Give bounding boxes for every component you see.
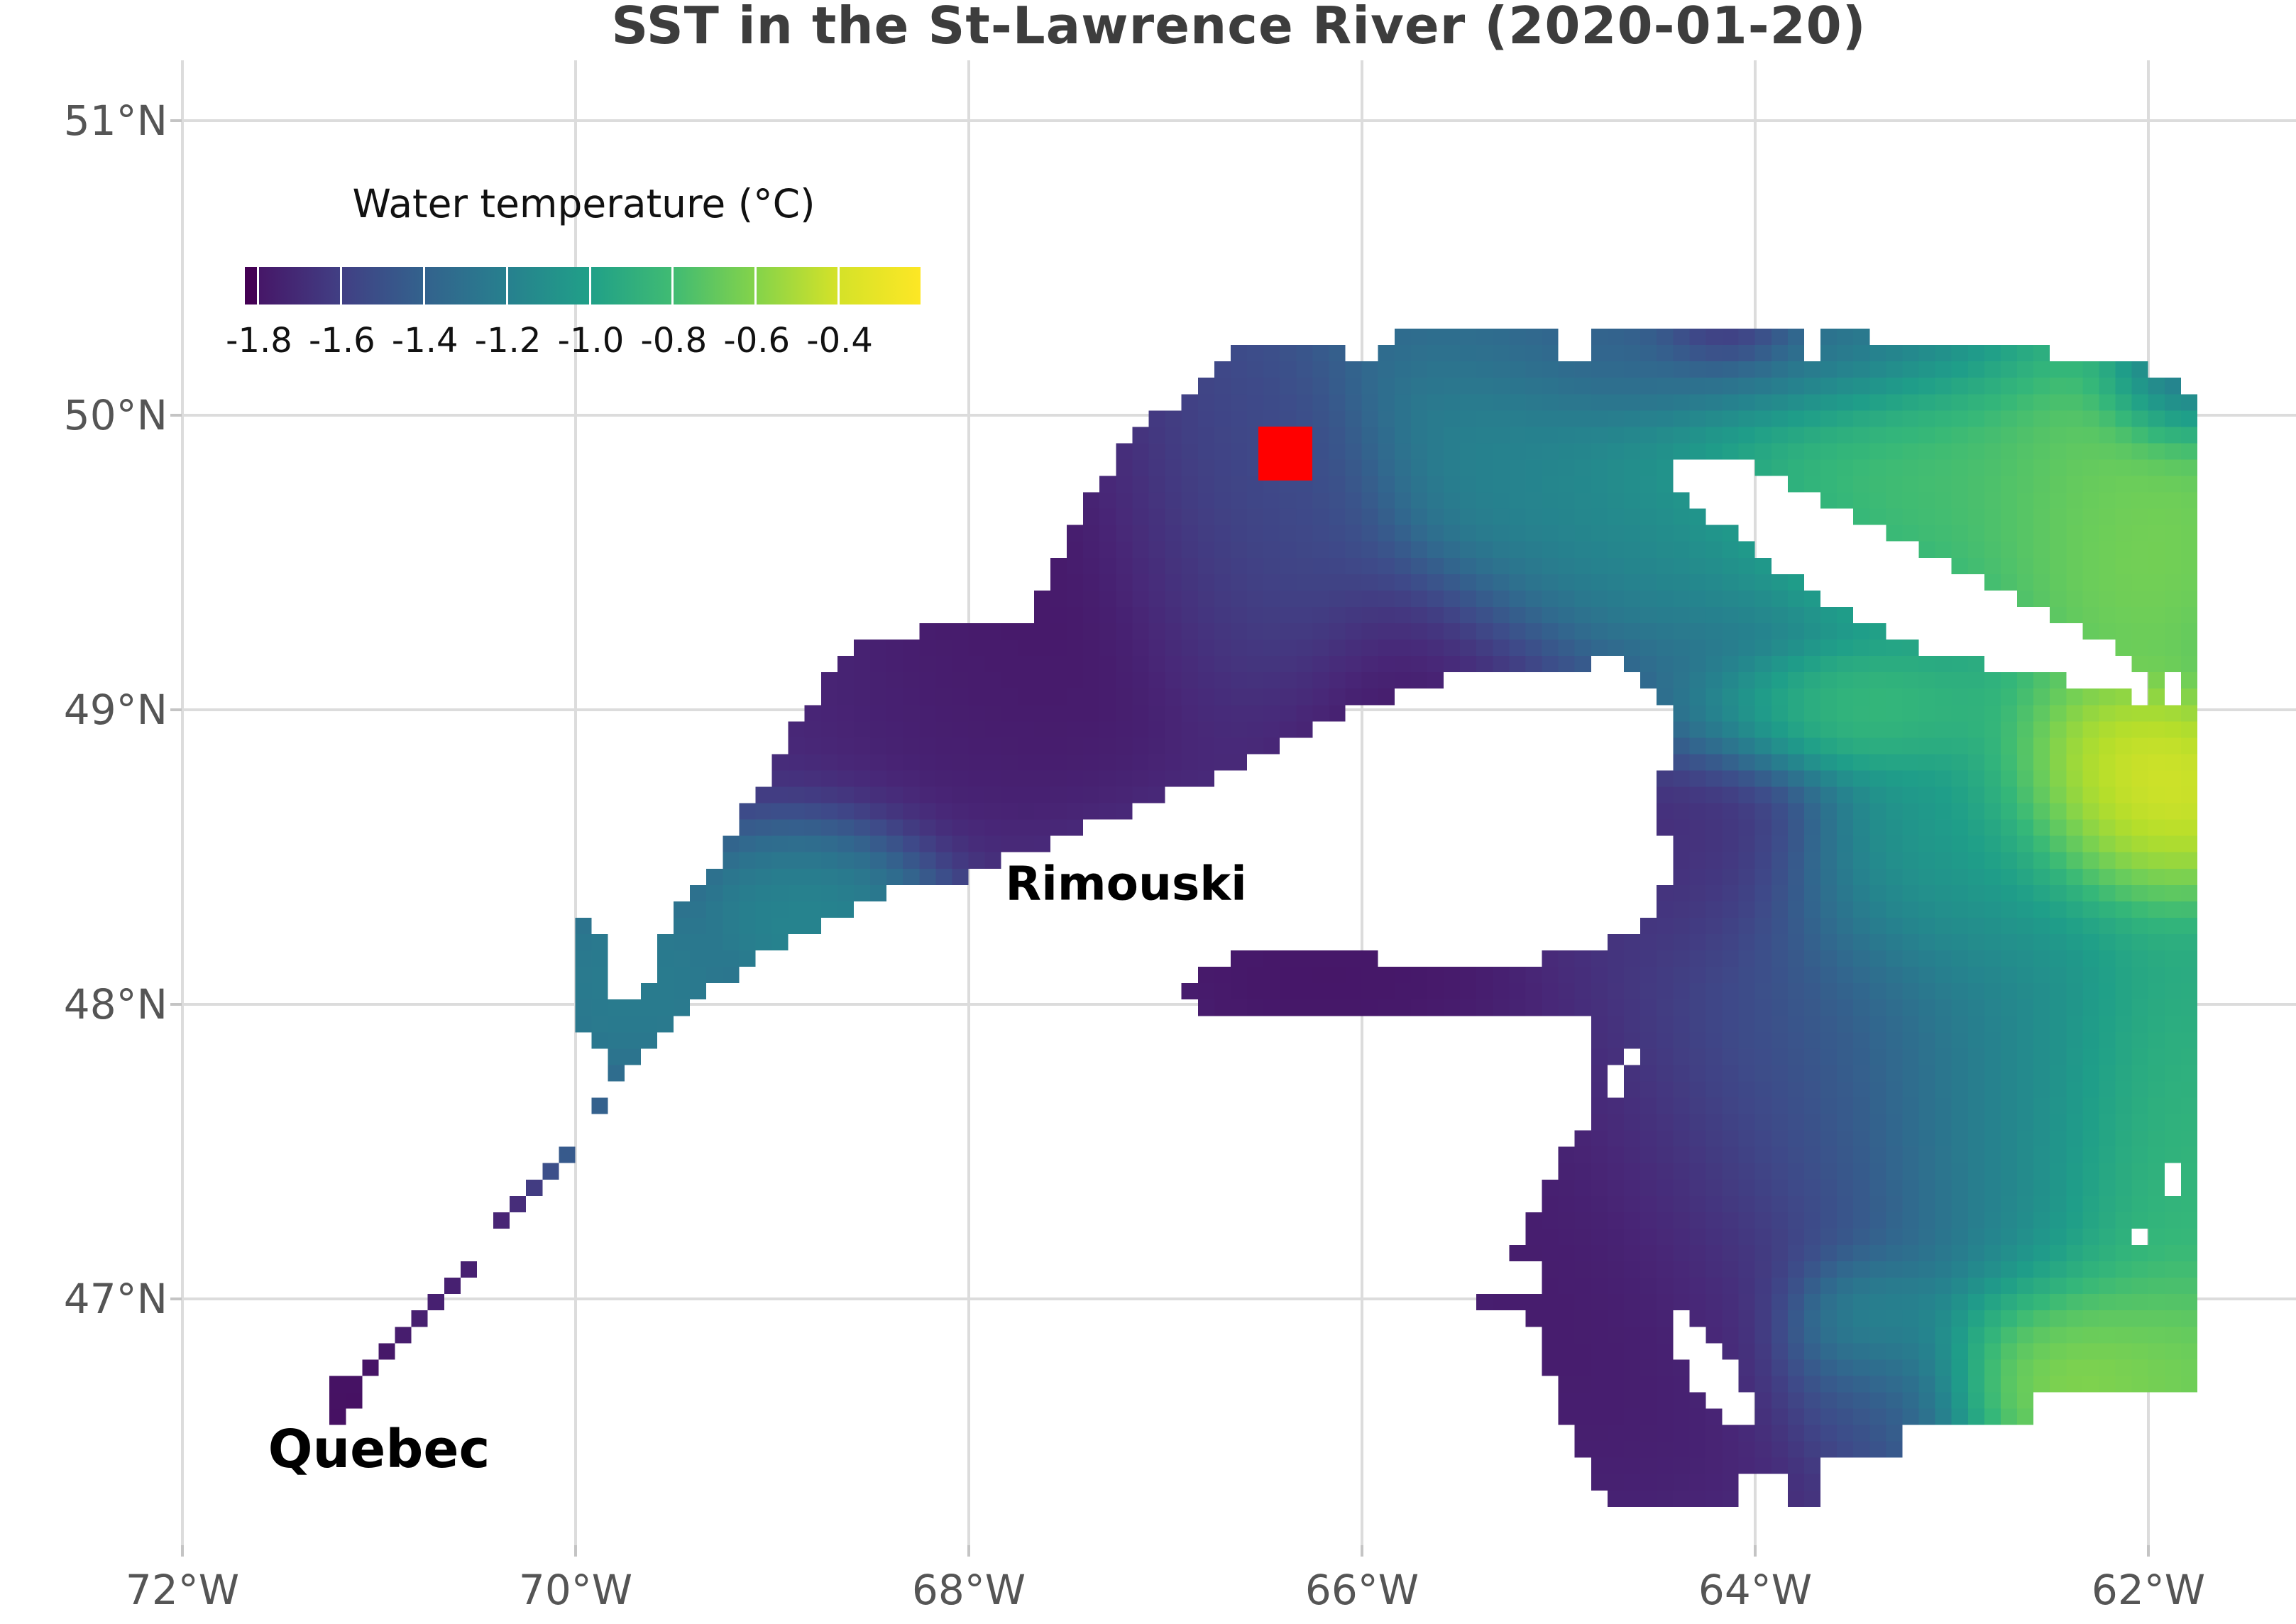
colorbar-segment (507, 267, 589, 304)
colorbar-segment (757, 267, 838, 304)
x-tick-label-62°W: 62°W (2091, 1566, 2206, 1614)
x-tick-label-72°W: 72°W (125, 1566, 240, 1614)
y-tick-label-50°N: 50°N (63, 391, 167, 439)
x-tick-label-68°W: 68°W (911, 1566, 1026, 1614)
y-tick-mark (170, 119, 182, 122)
y-tick-label-48°N: 48°N (63, 980, 167, 1028)
colorbar-segment (341, 267, 423, 304)
colorbar-segment (591, 267, 672, 304)
colorbar-sliver (245, 267, 257, 304)
y-tick-label-51°N: 51°N (63, 97, 167, 145)
colorbar (245, 267, 923, 304)
colorbar-tick--0.8: -0.8 (640, 321, 708, 361)
colorbar-segment (424, 267, 506, 304)
colorbar-segment (674, 267, 755, 304)
colorbar-tick--0.6: -0.6 (723, 321, 791, 361)
colorbar-tick--0.4: -0.4 (806, 321, 873, 361)
gridline-51°N (182, 119, 2296, 122)
label-quebec: Quebec (268, 1418, 490, 1480)
sst-heatmap-raster (100, 312, 2197, 1556)
colorbar-tick--1.0: -1.0 (557, 321, 625, 361)
colorbar-tick--1.4: -1.4 (391, 321, 458, 361)
y-tick-label-47°N: 47°N (63, 1275, 167, 1323)
colorbar-segment (259, 267, 340, 304)
y-tick-label-49°N: 49°N (63, 686, 167, 734)
station-marker-red-square (1258, 427, 1312, 481)
x-tick-label-70°W: 70°W (518, 1566, 633, 1614)
label-rimouski: Rimouski (1005, 856, 1247, 911)
colorbar-segment (840, 267, 921, 304)
colorbar-tick--1.6: -1.6 (309, 321, 375, 361)
x-tick-label-66°W: 66°W (1304, 1566, 1419, 1614)
colorbar-tick--1.2: -1.2 (474, 321, 542, 361)
x-tick-label-64°W: 64°W (1698, 1566, 1813, 1614)
chart-title: SST in the St-Lawrence River (2020-01-20… (611, 0, 1867, 55)
colorbar-tick--1.8: -1.8 (226, 321, 292, 361)
colorbar-title: Water temperature (°C) (352, 181, 815, 226)
